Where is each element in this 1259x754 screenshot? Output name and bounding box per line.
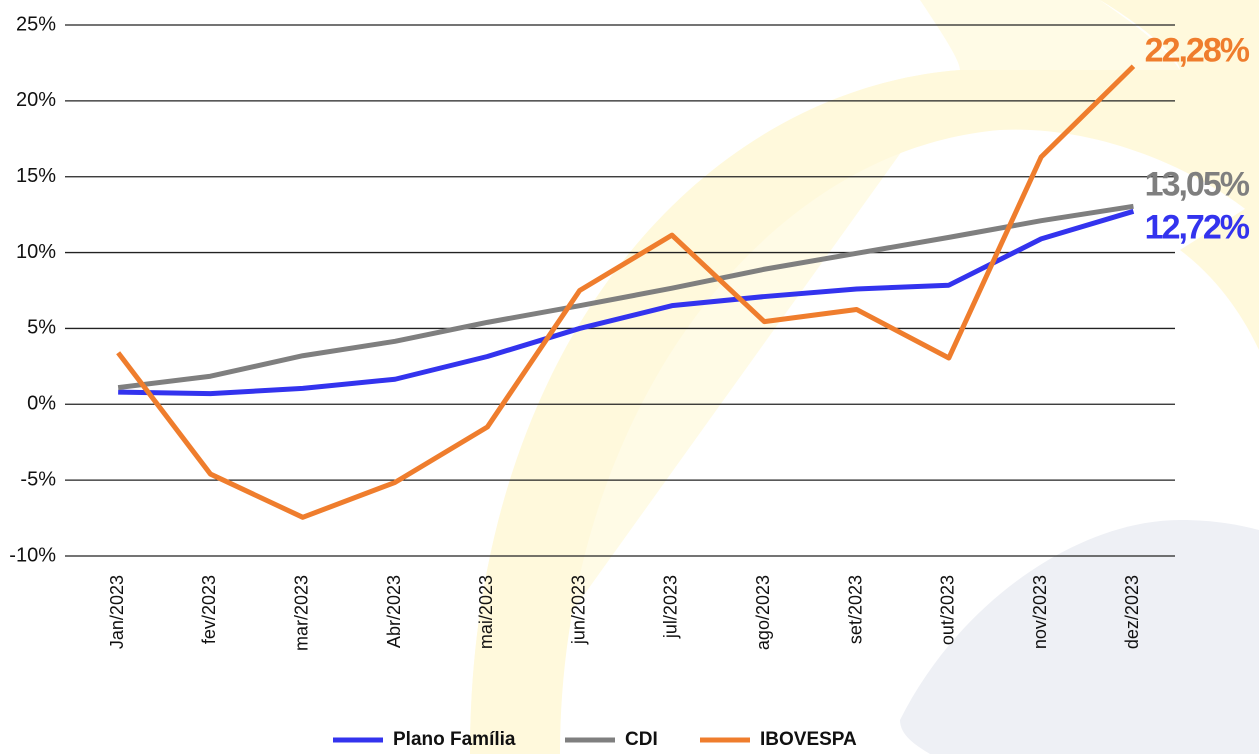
value-label: 13,05% [1145, 165, 1250, 203]
y-tick-label: 20% [16, 89, 56, 111]
x-tick-label: dez/2023 [1122, 575, 1142, 649]
legend-label: CDI [625, 729, 658, 750]
legend: Plano Família CDI IBOVESPA [333, 729, 857, 750]
x-tick-label: nov/2023 [1030, 575, 1050, 649]
value-label: 12,72% [1145, 208, 1250, 246]
x-tick-label: mai/2023 [476, 575, 496, 649]
x-tick-label: mar/2023 [292, 575, 312, 651]
value-label: 22,28% [1145, 31, 1250, 69]
x-tick-label: set/2023 [845, 575, 865, 644]
legend-label: Plano Família [393, 729, 516, 750]
y-tick-label: 10% [16, 241, 56, 263]
x-tick-label: jun/2023 [568, 575, 588, 645]
x-tick-label: out/2023 [938, 575, 958, 645]
series-line [118, 208, 1135, 397]
x-tick-label: Jan/2023 [107, 575, 127, 649]
y-tick-label: 5% [27, 317, 56, 339]
lines: 12,72% 13,05% 22,28% [116, 31, 1252, 520]
y-tick-label: 25% [16, 13, 56, 35]
x-tick-label: Abr/2023 [384, 575, 404, 648]
background-decoration [470, 0, 1259, 754]
x-tick-label: jul/2023 [661, 575, 681, 639]
y-tick-label: -10% [9, 544, 56, 566]
grid: -10% -5% 0% 5% 10% 15% 20% 25% Jan/2023 fev/2023 m… [9, 13, 1175, 651]
legend-label: IBOVESPA [760, 729, 857, 750]
series-line [116, 64, 1136, 520]
x-tick-label: ago/2023 [753, 575, 773, 650]
series-line [117, 203, 1134, 391]
y-tick-label: 0% [27, 393, 56, 415]
y-tick-label: 15% [16, 165, 56, 187]
x-tick-label: fev/2023 [199, 575, 219, 644]
y-tick-label: -5% [20, 468, 56, 490]
